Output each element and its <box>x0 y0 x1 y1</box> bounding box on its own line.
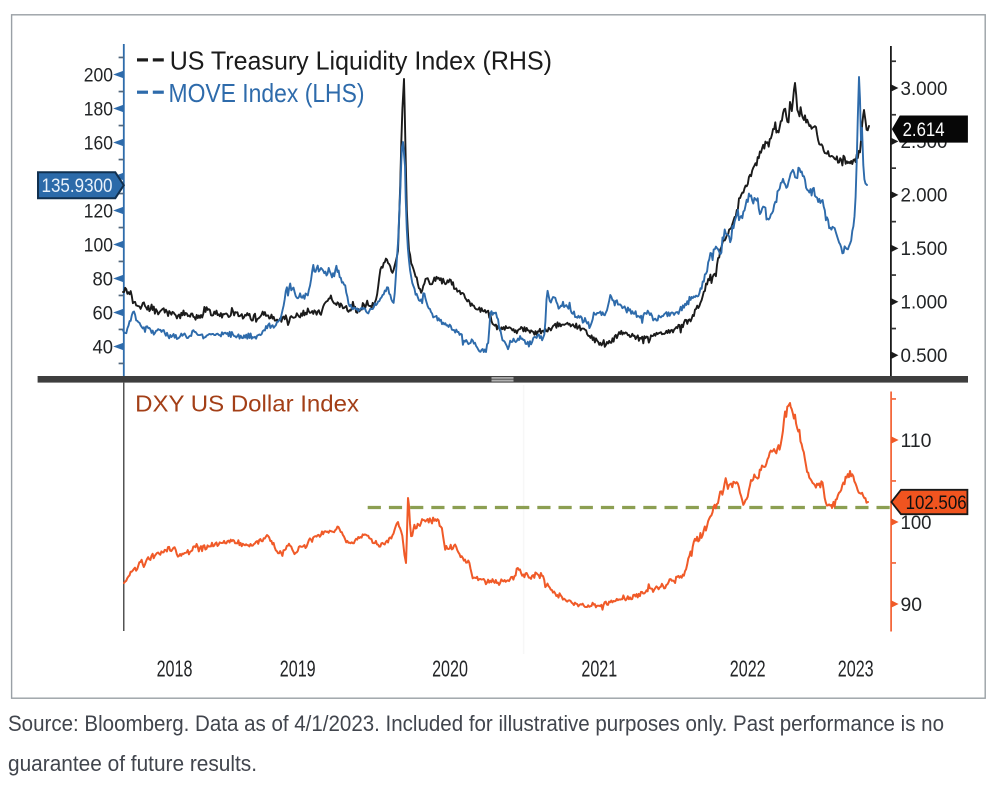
svg-text:1.000: 1.000 <box>901 292 948 314</box>
svg-text:60: 60 <box>93 302 114 324</box>
svg-text:0.500: 0.500 <box>901 345 948 367</box>
svg-text:100: 100 <box>901 512 932 534</box>
svg-text:guarantee of future results.: guarantee of future results. <box>8 751 257 776</box>
svg-text:160: 160 <box>84 132 113 154</box>
svg-text:1.500: 1.500 <box>901 238 948 260</box>
svg-text:110: 110 <box>901 430 932 452</box>
svg-text:2.614: 2.614 <box>903 119 945 141</box>
svg-text:2022: 2022 <box>730 656 766 682</box>
svg-text:2018: 2018 <box>157 656 193 682</box>
svg-text:80: 80 <box>93 268 114 290</box>
svg-text:40: 40 <box>93 336 114 358</box>
svg-text:DXY US Dollar Index: DXY US Dollar Index <box>135 391 359 417</box>
svg-text:90: 90 <box>901 594 923 616</box>
svg-text:2023: 2023 <box>838 656 874 682</box>
svg-text:US Treasury Liquidity Index (R: US Treasury Liquidity Index (RHS) <box>170 46 552 76</box>
svg-text:135.9300: 135.9300 <box>42 176 113 197</box>
svg-text:180: 180 <box>84 98 113 120</box>
svg-text:200: 200 <box>84 64 113 86</box>
svg-text:2019: 2019 <box>280 656 316 682</box>
svg-text:100: 100 <box>84 234 113 256</box>
svg-text:120: 120 <box>84 200 113 222</box>
svg-text:MOVE Index (LHS): MOVE Index (LHS) <box>169 78 365 108</box>
svg-text:2020: 2020 <box>432 656 468 682</box>
svg-text:2021: 2021 <box>581 656 617 682</box>
svg-text:3.000: 3.000 <box>901 78 948 100</box>
svg-text:102.506: 102.506 <box>906 493 967 514</box>
svg-text:2.000: 2.000 <box>901 185 948 207</box>
svg-text:Source: Bloomberg. Data as of: Source: Bloomberg. Data as of 4/1/2023. … <box>8 711 944 736</box>
